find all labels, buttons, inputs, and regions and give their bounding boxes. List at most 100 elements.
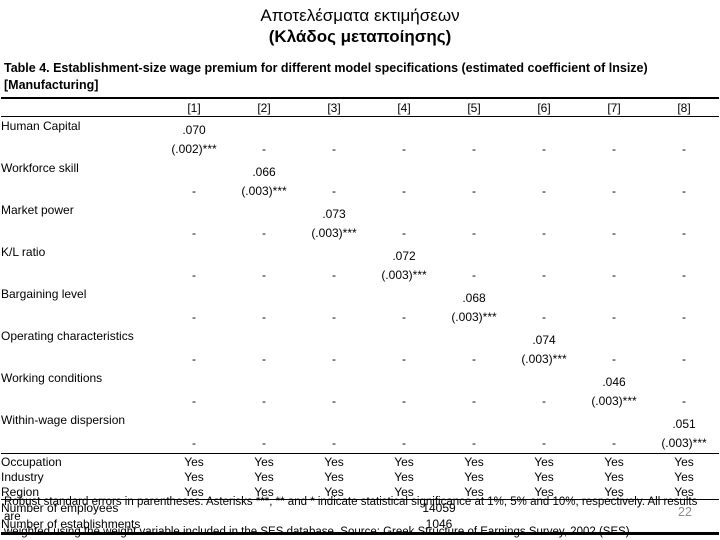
dash-cell: -	[402, 352, 406, 366]
se-cell: (.003)***	[661, 436, 707, 450]
dash-cell: -	[682, 352, 686, 366]
empty-cell	[579, 327, 649, 352]
variable-label: Human Capital	[1, 119, 81, 133]
se-cell: (.003)***	[241, 184, 287, 198]
dash-cell: -	[262, 226, 266, 240]
control-value-cell: Yes	[674, 469, 694, 484]
dash-cell: -	[262, 310, 266, 324]
empty-cell	[509, 411, 579, 436]
control-value-cell: Yes	[509, 453, 579, 469]
dash-cell: -	[682, 394, 686, 408]
dash-cell: -	[612, 436, 616, 450]
empty-cell	[369, 411, 439, 436]
dash-cell: -	[472, 436, 476, 450]
empty-cell	[299, 411, 369, 436]
summary-label: Number of establishments	[1, 517, 141, 531]
empty-cell	[649, 285, 719, 310]
se-row: - - - - (.003)*** - - -	[1, 310, 719, 327]
se-row: - - - - - - (.003)*** -	[1, 394, 719, 411]
column-header-2: [2]	[229, 98, 299, 117]
empty-cell	[369, 327, 439, 352]
empty-cell	[299, 327, 369, 352]
control-value-cell: Yes	[324, 469, 344, 484]
empty-cell	[649, 201, 719, 226]
empty-cell	[369, 201, 439, 226]
empty-cell	[509, 285, 579, 310]
control-value-cell: Yes	[534, 484, 554, 499]
empty-cell	[509, 159, 579, 184]
control-value-cell: Yes	[439, 453, 509, 469]
empty-cell	[439, 327, 509, 352]
dash-cell: -	[402, 394, 406, 408]
control-label: Occupation	[1, 453, 159, 469]
table-caption-line1: Table 4. Establishment-size wage premium…	[4, 61, 648, 75]
summary-row: Number of employees 14059	[1, 499, 719, 516]
variable-label: K/L ratio	[1, 245, 46, 259]
empty-cell	[299, 117, 369, 143]
dash-cell: -	[682, 268, 686, 282]
column-header-4: [4]	[369, 98, 439, 117]
slide-title-line2: (Κλάδος μεταποίησης)	[268, 27, 452, 46]
dash-cell: -	[612, 142, 616, 156]
control-value-cell: Yes	[579, 453, 649, 469]
dash-cell: -	[682, 226, 686, 240]
table-caption: Table 4. Establishment-size wage premium…	[4, 60, 716, 94]
variable-row: Working conditions .046	[1, 369, 719, 394]
dash-cell: -	[332, 142, 336, 156]
empty-cell	[229, 369, 299, 394]
empty-cell	[159, 285, 229, 310]
empty-cell	[229, 411, 299, 436]
control-value-cell: Yes	[464, 469, 484, 484]
dash-cell: -	[542, 310, 546, 324]
coefficient-cell: .046	[602, 375, 626, 389]
column-header-7: [7]	[579, 98, 649, 117]
empty-label-cell	[1, 142, 159, 159]
empty-cell	[649, 369, 719, 394]
empty-cell	[579, 285, 649, 310]
empty-label-cell	[1, 310, 159, 327]
dash-cell: -	[332, 436, 336, 450]
empty-cell	[439, 411, 509, 436]
empty-cell	[369, 369, 439, 394]
empty-cell	[229, 117, 299, 143]
control-row: Occupation Yes Yes Yes Yes Yes Yes Yes Yes	[1, 453, 719, 469]
empty-label-cell	[1, 226, 159, 243]
dash-cell: -	[542, 184, 546, 198]
control-row: Region Yes Yes Yes Yes Yes Yes Yes Yes	[1, 484, 719, 500]
dash-cell: -	[192, 184, 196, 198]
empty-label-cell	[1, 268, 159, 285]
empty-cell	[159, 201, 229, 226]
table-caption-line2: [Manufacturing]	[4, 78, 99, 92]
empty-cell	[579, 117, 649, 143]
se-row: (.002)*** - - - - - - -	[1, 142, 719, 159]
empty-cell	[649, 117, 719, 143]
dash-cell: -	[612, 310, 616, 324]
dash-cell: -	[332, 268, 336, 282]
dash-cell: -	[682, 310, 686, 324]
se-row: - - - (.003)*** - - - -	[1, 268, 719, 285]
control-value-cell: Yes	[299, 453, 369, 469]
variable-row: Workforce skill .066	[1, 159, 719, 184]
empty-cell	[159, 411, 229, 436]
control-value-cell: Yes	[324, 484, 344, 499]
dash-cell: -	[262, 352, 266, 366]
header-blank-cell	[1, 98, 159, 117]
se-row: - - - - - (.003)*** - -	[1, 352, 719, 369]
variable-label: Operating characteristics	[1, 329, 134, 343]
dash-cell: -	[682, 184, 686, 198]
control-value-cell: Yes	[184, 469, 204, 484]
empty-cell	[369, 159, 439, 184]
dash-cell: -	[192, 436, 196, 450]
summary-value: 14059	[159, 499, 719, 516]
variable-row: K/L ratio .072	[1, 243, 719, 268]
empty-cell	[159, 159, 229, 184]
column-header-3: [3]	[299, 98, 369, 117]
dash-cell: -	[612, 268, 616, 282]
dash-cell: -	[682, 142, 686, 156]
dash-cell: -	[472, 394, 476, 408]
dash-cell: -	[402, 142, 406, 156]
dash-cell: -	[262, 436, 266, 450]
control-value-cell: Yes	[604, 469, 624, 484]
dash-cell: -	[542, 226, 546, 240]
column-header-8: [8]	[649, 98, 719, 117]
